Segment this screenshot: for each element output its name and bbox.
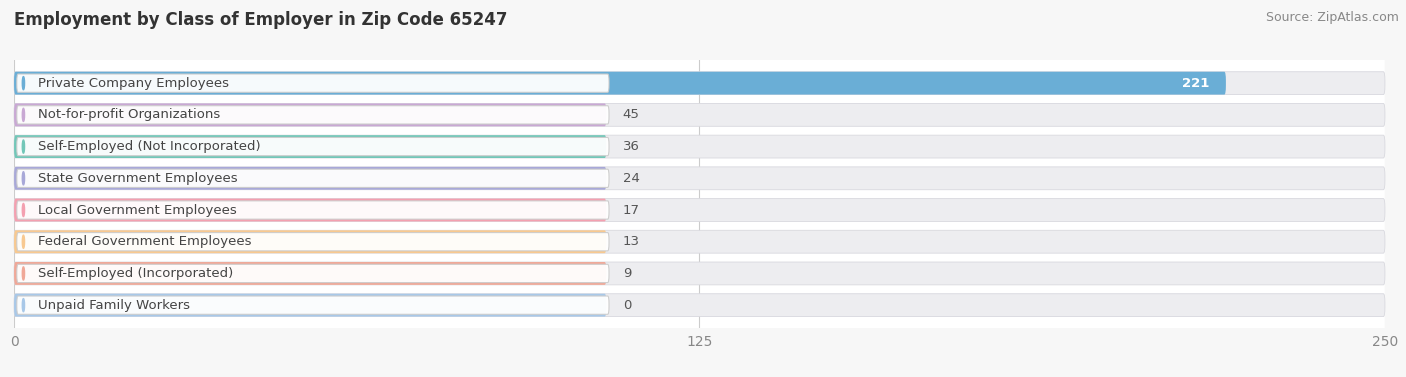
FancyBboxPatch shape <box>14 262 606 285</box>
Text: 36: 36 <box>623 140 640 153</box>
Text: 0: 0 <box>623 299 631 312</box>
Circle shape <box>22 299 24 312</box>
Circle shape <box>22 204 24 217</box>
FancyBboxPatch shape <box>17 264 609 283</box>
Text: 24: 24 <box>623 172 640 185</box>
FancyBboxPatch shape <box>14 294 606 317</box>
FancyBboxPatch shape <box>14 135 606 158</box>
FancyBboxPatch shape <box>17 106 609 124</box>
Text: 221: 221 <box>1182 77 1209 90</box>
Text: 17: 17 <box>623 204 640 216</box>
Text: Source: ZipAtlas.com: Source: ZipAtlas.com <box>1265 11 1399 24</box>
FancyBboxPatch shape <box>14 103 606 126</box>
FancyBboxPatch shape <box>17 296 609 314</box>
Text: 9: 9 <box>623 267 631 280</box>
FancyBboxPatch shape <box>14 167 606 190</box>
FancyBboxPatch shape <box>17 169 609 187</box>
FancyBboxPatch shape <box>14 262 1385 285</box>
FancyBboxPatch shape <box>14 199 1385 221</box>
Circle shape <box>22 267 24 280</box>
Text: Employment by Class of Employer in Zip Code 65247: Employment by Class of Employer in Zip C… <box>14 11 508 29</box>
FancyBboxPatch shape <box>14 103 1385 126</box>
FancyBboxPatch shape <box>14 72 1385 95</box>
Text: Not-for-profit Organizations: Not-for-profit Organizations <box>38 108 221 121</box>
FancyBboxPatch shape <box>14 230 1385 253</box>
Text: 13: 13 <box>623 235 640 248</box>
Text: State Government Employees: State Government Employees <box>38 172 238 185</box>
FancyBboxPatch shape <box>17 138 609 156</box>
Circle shape <box>22 235 24 248</box>
Text: Self-Employed (Incorporated): Self-Employed (Incorporated) <box>38 267 233 280</box>
FancyBboxPatch shape <box>14 199 606 221</box>
Text: Local Government Employees: Local Government Employees <box>38 204 238 216</box>
Circle shape <box>22 172 24 185</box>
FancyBboxPatch shape <box>17 201 609 219</box>
FancyBboxPatch shape <box>14 167 1385 190</box>
Circle shape <box>22 108 24 121</box>
Text: Federal Government Employees: Federal Government Employees <box>38 235 252 248</box>
Text: Private Company Employees: Private Company Employees <box>38 77 229 90</box>
FancyBboxPatch shape <box>14 294 1385 317</box>
Text: 45: 45 <box>623 108 640 121</box>
FancyBboxPatch shape <box>17 74 609 92</box>
FancyBboxPatch shape <box>14 72 1226 95</box>
Circle shape <box>22 140 24 153</box>
FancyBboxPatch shape <box>17 233 609 251</box>
Text: Unpaid Family Workers: Unpaid Family Workers <box>38 299 190 312</box>
Text: Self-Employed (Not Incorporated): Self-Employed (Not Incorporated) <box>38 140 262 153</box>
FancyBboxPatch shape <box>14 230 606 253</box>
FancyBboxPatch shape <box>14 135 1385 158</box>
Circle shape <box>22 77 24 90</box>
